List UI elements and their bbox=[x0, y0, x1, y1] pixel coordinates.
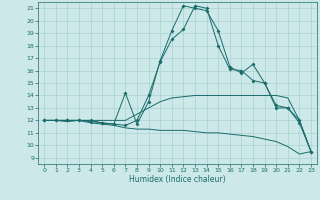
X-axis label: Humidex (Indice chaleur): Humidex (Indice chaleur) bbox=[129, 175, 226, 184]
